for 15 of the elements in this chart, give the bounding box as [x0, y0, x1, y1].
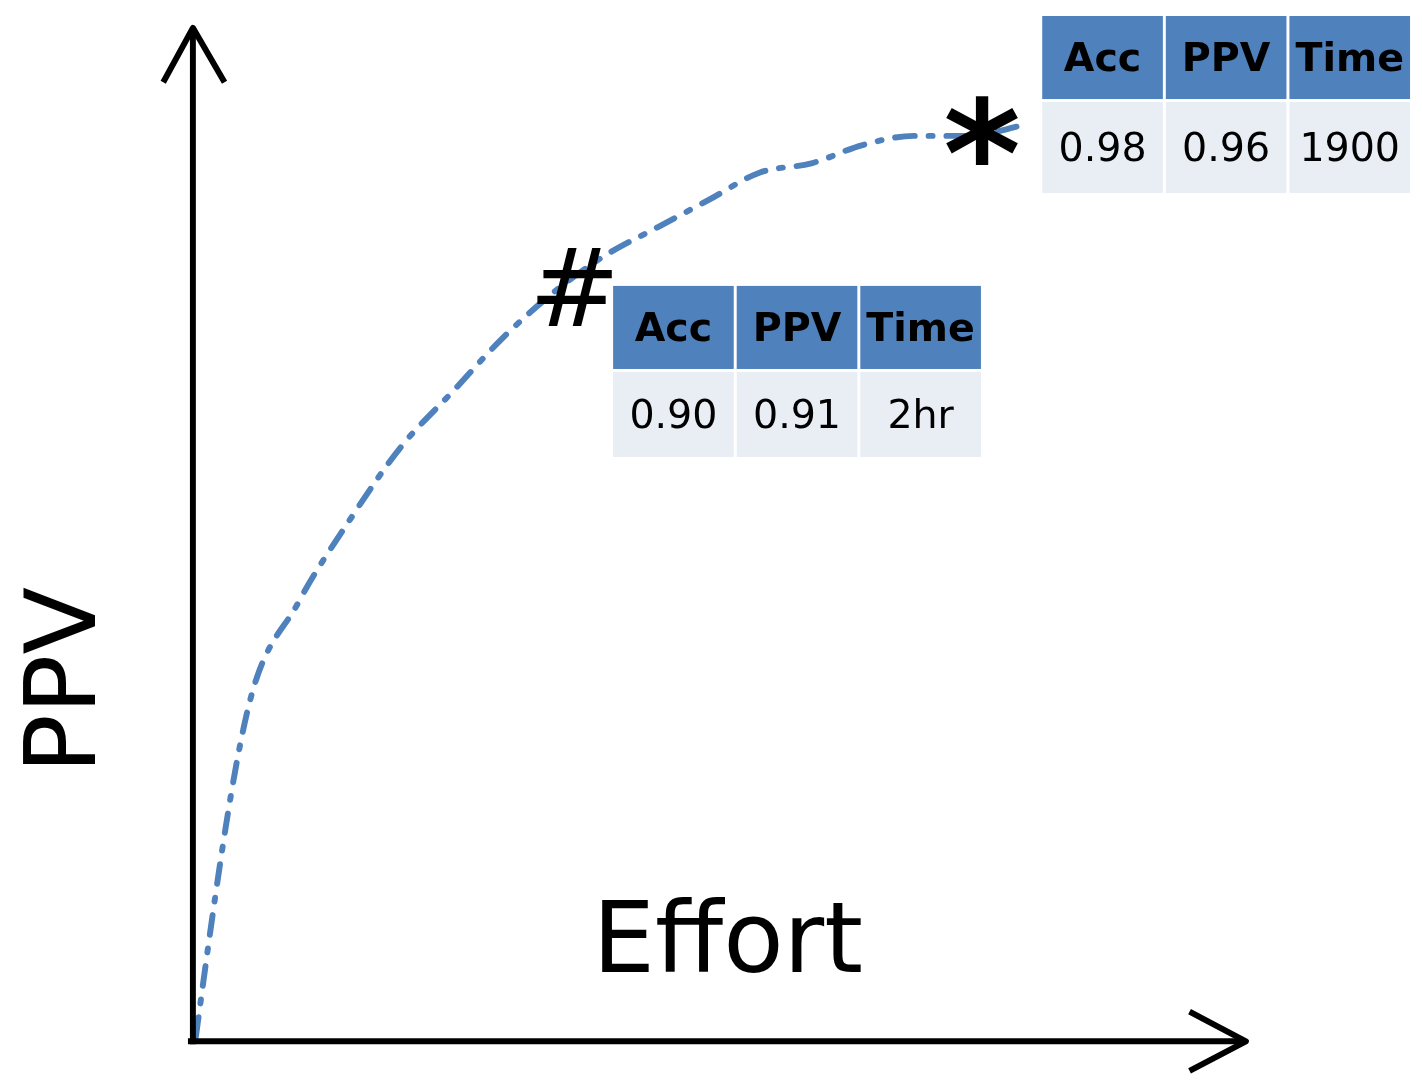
annotation: Acc	[634, 304, 713, 351]
annotation: 0.90	[629, 391, 718, 438]
text: 1900	[1299, 124, 1401, 171]
text: 0.98	[1058, 124, 1147, 171]
text: Time	[1295, 34, 1404, 81]
text: Acc	[1063, 34, 1142, 81]
x-axis-title: Effort	[592, 880, 864, 996]
annotation: 2hr	[887, 391, 955, 438]
y-axis-title: PPV	[3, 587, 119, 774]
annotation: #	[528, 225, 621, 353]
annotation: Time	[866, 304, 975, 351]
text: PPV	[1181, 34, 1271, 81]
text: 0.96	[1182, 124, 1271, 171]
annotation: PPV	[752, 304, 842, 351]
annotation: 0.91	[753, 391, 842, 438]
